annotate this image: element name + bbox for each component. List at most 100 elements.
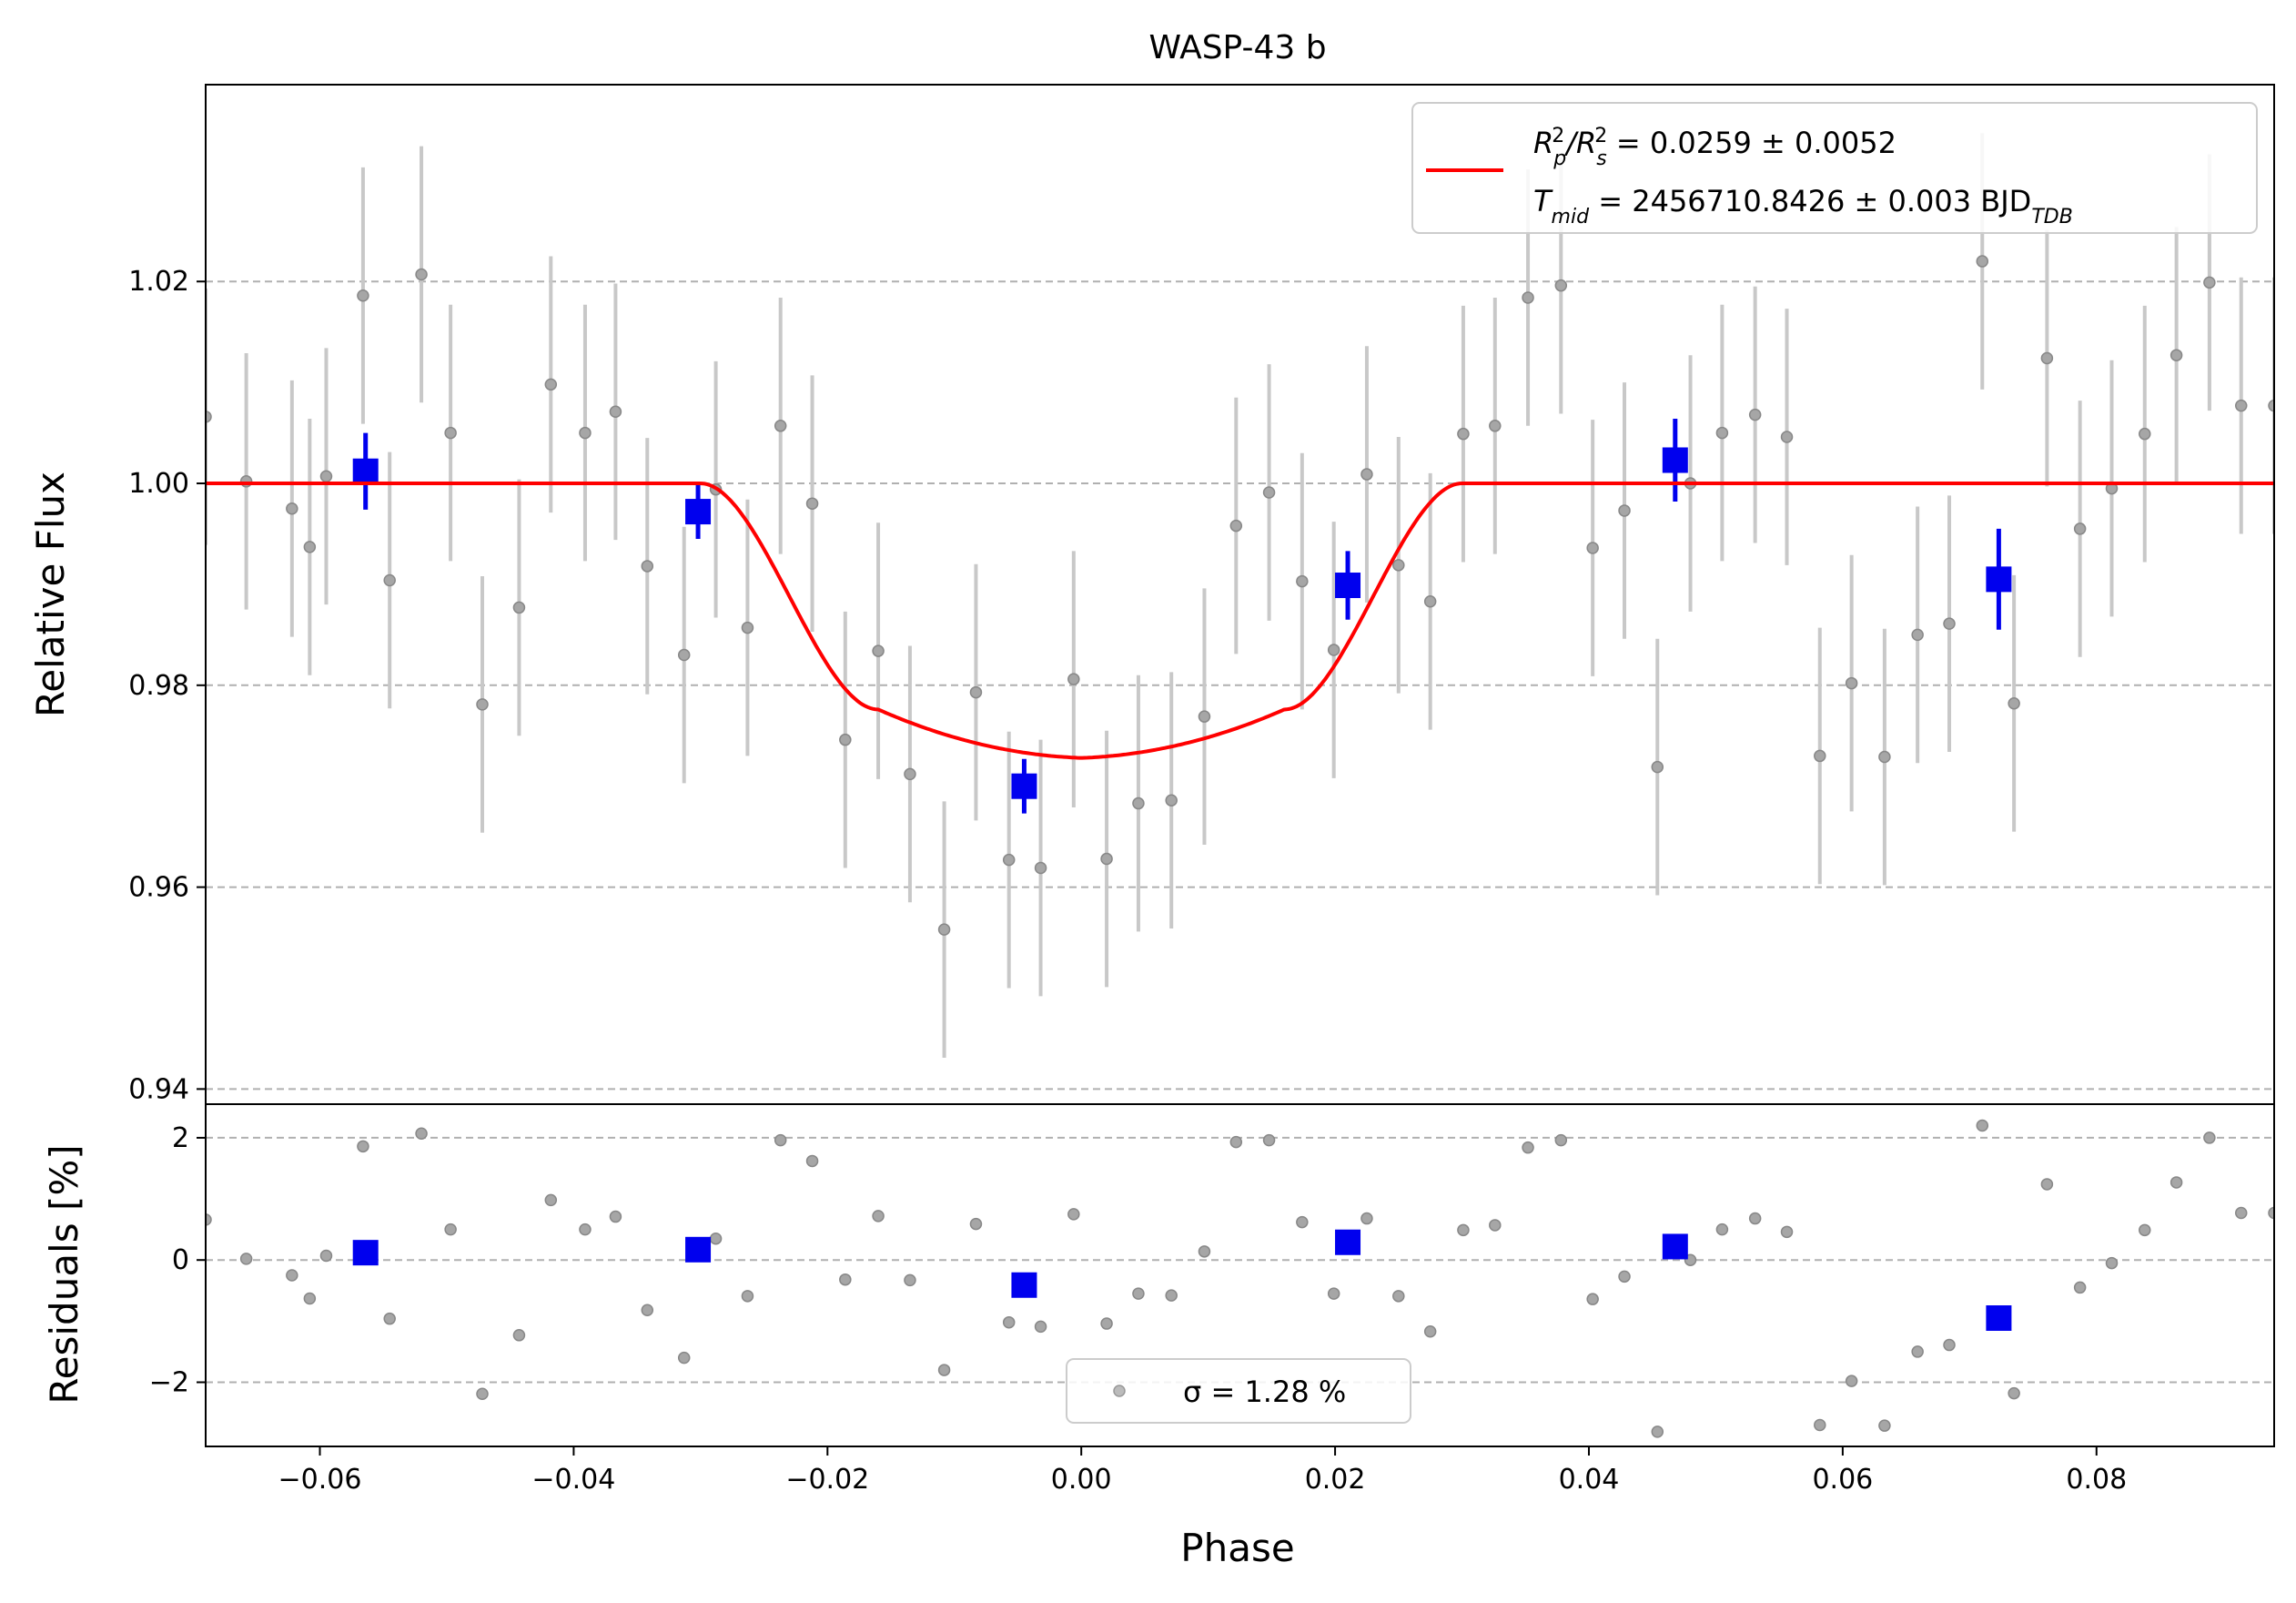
residuals-data-point	[904, 1273, 916, 1287]
residuals-binned-point	[1011, 1272, 1037, 1298]
residuals-data-point	[872, 1210, 885, 1223]
residuals-data-point	[1878, 1419, 1891, 1432]
residuals-data-point	[741, 1290, 754, 1303]
transit-data-point	[319, 470, 333, 483]
residuals-data-point	[1327, 1287, 1340, 1300]
transit-data-point	[1327, 644, 1340, 656]
transit-data-point	[1814, 749, 1826, 763]
transit-data-point	[444, 426, 457, 440]
residuals-data-point	[2040, 1178, 2054, 1191]
transit-binned-points	[352, 419, 2012, 814]
residuals-data-point	[1132, 1287, 1145, 1300]
residuals-data-point	[1262, 1133, 1276, 1147]
transit-data-point	[206, 411, 212, 423]
residuals-data-point	[1034, 1320, 1047, 1334]
residuals-data-point	[774, 1133, 787, 1147]
residuals-binned-point	[1335, 1229, 1361, 1255]
transit-y-ticks: 0.94 0.96 0.98 1.00 1.02	[128, 266, 206, 1105]
transit-data-point	[904, 767, 916, 781]
residuals-data-point	[319, 1249, 333, 1263]
transit-data-point	[239, 475, 253, 488]
x-tick-label: 0.08	[2066, 1464, 2127, 1496]
residuals-data-point	[1165, 1289, 1178, 1302]
residuals-data-points	[206, 1119, 2274, 1438]
transit-data-point	[1522, 291, 1534, 304]
residuals-data-point	[1586, 1293, 1599, 1305]
transit-data-point	[2170, 349, 2183, 361]
transit-data-point	[1296, 574, 1309, 588]
residuals-data-point	[2170, 1176, 2183, 1189]
residuals-data-point	[805, 1154, 819, 1168]
transit-legend-box	[1411, 102, 2258, 234]
transit-data-point	[1976, 255, 1989, 268]
x-tick-label: 0.06	[1812, 1464, 1873, 1496]
residuals-data-point	[2268, 1206, 2274, 1220]
x-tick-label: −0.04	[531, 1464, 615, 1496]
transit-data-point	[1911, 628, 1924, 642]
transit-data-point	[1586, 542, 1599, 554]
residuals-data-point	[839, 1273, 852, 1286]
transit-data-point	[512, 601, 526, 614]
x-axis-label: Phase	[1180, 1526, 1294, 1570]
x-tick-label: 0.02	[1305, 1464, 1366, 1496]
transit-binned-point	[1011, 773, 1037, 799]
residuals-data-point	[2139, 1223, 2151, 1237]
transit-y-tick-label: 0.96	[128, 872, 189, 904]
residuals-data-point	[1618, 1270, 1631, 1283]
transit-data-point	[544, 378, 558, 391]
residuals-data-point	[1522, 1141, 1534, 1154]
transit-y-tick-label: 0.94	[128, 1073, 189, 1105]
x-tick-label: −0.02	[785, 1464, 869, 1496]
transit-data-point	[1618, 504, 1631, 517]
transit-data-point	[579, 426, 592, 440]
residuals-data-point	[579, 1223, 592, 1236]
transit-y-tick-label: 1.02	[128, 266, 189, 298]
residuals-data-point	[1296, 1215, 1309, 1229]
transit-data-point	[1100, 852, 1113, 866]
residuals-data-point	[969, 1217, 983, 1231]
residuals-data-point	[1651, 1425, 1664, 1438]
transit-data-point	[1034, 861, 1047, 875]
residuals-data-point	[1457, 1223, 1470, 1237]
transit-data-point	[1132, 796, 1145, 810]
transit-data-point	[969, 685, 983, 699]
residuals-data-point	[1554, 1133, 1568, 1147]
x-tick-label: −0.06	[278, 1464, 362, 1496]
residuals-data-point	[1943, 1338, 1956, 1352]
transit-data-point	[774, 420, 787, 432]
transit-data-point	[2268, 399, 2274, 412]
transit-data-point	[2203, 276, 2216, 289]
transit-data-point	[2234, 399, 2248, 412]
transit-data-point	[1002, 853, 1016, 867]
transit-data-point	[1554, 279, 1568, 292]
transit-data-point	[1198, 710, 1211, 723]
residuals-legend-marker	[1113, 1385, 1126, 1397]
residuals-data-point	[2203, 1131, 2216, 1144]
residuals-binned-points	[352, 1229, 2012, 1331]
transit-binned-point	[685, 499, 712, 525]
residuals-data-point	[2105, 1256, 2119, 1270]
residuals-y-tick-label: 0	[172, 1244, 189, 1276]
transit-y-tick-label: 1.00	[128, 468, 189, 500]
residuals-data-point	[476, 1387, 489, 1401]
transit-data-point	[741, 621, 754, 634]
transit-data-point	[1392, 559, 1405, 572]
residuals-y-axis-label: Residuals [%]	[42, 1144, 86, 1404]
residuals-data-point	[1911, 1345, 1924, 1358]
transit-data-point	[2008, 697, 2020, 710]
residuals-data-point	[1067, 1208, 1080, 1221]
residuals-binned-point	[685, 1236, 712, 1263]
residuals-y-tick-label: −2	[149, 1367, 189, 1399]
transit-model-line	[206, 482, 2274, 760]
residuals-data-point	[1976, 1119, 1989, 1132]
transit-binned-point	[1662, 447, 1688, 473]
residuals-data-point	[415, 1127, 428, 1140]
x-tick-label: 0.04	[1559, 1464, 1620, 1496]
residuals-data-point	[357, 1140, 369, 1153]
transit-data-point	[357, 289, 369, 302]
transit-data-point	[1845, 676, 1858, 690]
residuals-data-point	[239, 1253, 253, 1265]
residuals-data-point	[383, 1312, 396, 1325]
transit-data-point	[937, 923, 951, 936]
transit-data-point	[839, 733, 852, 746]
